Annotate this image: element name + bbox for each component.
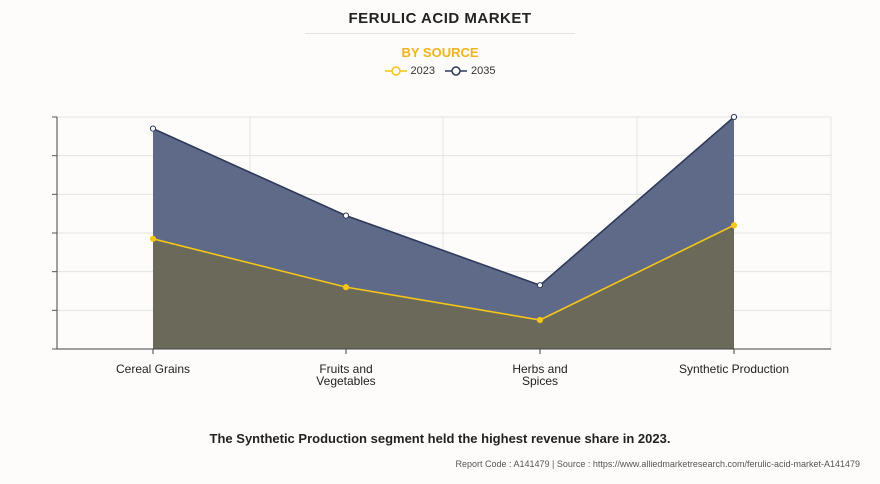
- x-tick-label-line-2-1: Spices: [522, 374, 558, 388]
- point-2035-1: [342, 212, 350, 219]
- x-tick-label-line-1-1: Vegetables: [316, 374, 375, 388]
- x-tick-label-line-0-0: Cereal Grains: [116, 362, 190, 376]
- x-tick-label-2: Herbs and Spices: [512, 362, 567, 388]
- x-tick-label-line-3-0: Synthetic Production: [679, 362, 789, 376]
- point-2035-2: [536, 282, 544, 289]
- legend-item-2023[interactable]: 2023: [384, 65, 435, 77]
- x-tick-label-1: Fruits and Vegetables: [316, 362, 375, 388]
- legend-item-2035[interactable]: 2035: [445, 65, 495, 77]
- point-2035-3: [730, 113, 738, 121]
- series-line-2023: [152, 224, 735, 321]
- x-tick-label-line-1-0: Fruits and: [319, 362, 372, 376]
- point-2023-3: [730, 222, 738, 229]
- x-tick-label-0: Cereal Grains: [116, 362, 190, 376]
- area-fill-2023: [153, 225, 734, 349]
- legend-swatch-2035: [445, 66, 467, 76]
- point-2035-0: [149, 125, 157, 132]
- chart-subtitle: BY SOURCE: [401, 45, 479, 60]
- point-2023-0: [149, 235, 157, 242]
- x-tick-label-3: Synthetic Production: [679, 362, 789, 376]
- point-2023-2: [536, 316, 544, 324]
- legend-label-2035: 2035: [471, 65, 496, 77]
- legend-swatch-2023: [384, 66, 407, 76]
- chart-title: FERULIC ACID MARKET: [348, 10, 532, 27]
- legend-label-2023: 2023: [410, 65, 435, 77]
- x-tick-label-line-2-0: Herbs and: [512, 362, 567, 376]
- footer-note: The Synthetic Production segment held th…: [209, 431, 671, 446]
- source-text: Report Code : A141479 | Source : https:/…: [455, 459, 860, 469]
- point-2023-1: [342, 284, 350, 291]
- series-line-2035: [152, 116, 735, 287]
- legend: 2023 2035: [0, 65, 880, 77]
- title-divider: [305, 33, 575, 34]
